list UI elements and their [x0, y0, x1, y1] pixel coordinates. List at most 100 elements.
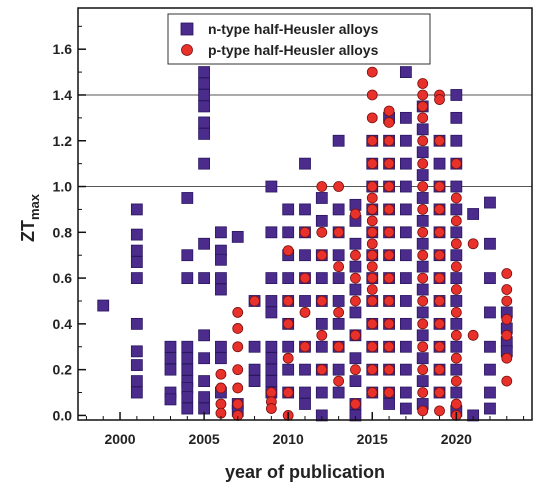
- n-type-point: [299, 249, 311, 262]
- n-type-point: [399, 272, 412, 284]
- n-type-point: [332, 272, 345, 284]
- n-type-point: [181, 352, 194, 365]
- n-type-point: [450, 249, 463, 262]
- n-type-point: [198, 100, 211, 113]
- x-tick-label: 2020: [441, 431, 472, 447]
- p-type-point: [383, 249, 395, 261]
- n-type-point: [130, 203, 143, 216]
- p-type-point: [434, 405, 445, 417]
- n-type-point: [484, 402, 496, 415]
- p-type-point: [450, 284, 462, 295]
- n-type-point: [467, 208, 480, 220]
- p-type-point: [383, 387, 395, 398]
- p-type-point: [366, 364, 378, 376]
- p-type-point: [282, 245, 294, 257]
- n-type-point: [416, 352, 429, 365]
- n-type-point: [265, 226, 278, 239]
- n-type-point: [181, 402, 194, 415]
- n-type-point: [484, 306, 496, 319]
- n-type-point: [315, 192, 328, 204]
- p-type-point: [434, 135, 445, 147]
- n-type-point: [299, 398, 311, 410]
- p-type-point: [366, 158, 378, 170]
- n-type-point: [484, 340, 496, 353]
- p-type-point: [383, 158, 395, 170]
- n-type-point: [181, 363, 194, 376]
- n-type-point: [248, 340, 261, 353]
- n-type-point: [265, 340, 278, 353]
- p-type-point: [434, 249, 445, 261]
- p-type-point: [265, 387, 277, 398]
- p-type-point: [316, 181, 328, 192]
- n-type-point: [399, 317, 412, 330]
- p-type-point: [282, 387, 294, 398]
- n-type-point: [181, 391, 194, 404]
- n-type-point: [416, 192, 429, 204]
- p-type-point: [366, 204, 378, 215]
- n-type-point: [450, 340, 463, 353]
- p-type-point: [383, 204, 395, 215]
- y-tick-label: 0.8: [53, 224, 73, 240]
- n-type-point: [164, 340, 177, 353]
- y-tick-label: 1.6: [53, 41, 73, 57]
- n-type-point: [130, 386, 143, 399]
- p-type-point: [232, 341, 244, 353]
- legend-p-type-label: p-type half-Heusler alloys: [208, 42, 379, 58]
- p-type-point: [501, 352, 513, 364]
- n-type-point: [467, 409, 480, 422]
- data-points: [97, 43, 513, 422]
- n-type-point: [215, 272, 227, 284]
- y-axis-title: ZTmax: [18, 193, 42, 242]
- p-type-point: [316, 329, 328, 341]
- n-type-point: [299, 203, 311, 216]
- p-type-point: [383, 318, 395, 330]
- p-type-point: [383, 272, 395, 284]
- p-type-point: [417, 295, 429, 307]
- p-type-point: [215, 398, 227, 410]
- n-type-point: [299, 386, 311, 399]
- p-type-point: [366, 226, 378, 238]
- n-type-point: [399, 402, 412, 415]
- p-type-point: [366, 341, 378, 353]
- reference-lines: [78, 94, 532, 188]
- p-type-point: [366, 89, 378, 101]
- y-axis-title-main: ZT: [18, 220, 38, 242]
- n-type-point: [450, 295, 463, 307]
- p-type-point: [450, 329, 462, 341]
- n-type-point: [265, 306, 278, 319]
- p-type-point: [450, 192, 462, 204]
- p-type-point: [350, 249, 361, 261]
- n-type-point: [399, 203, 412, 216]
- p-type-point: [417, 158, 429, 170]
- n-type-point: [164, 393, 177, 406]
- p-type-point: [434, 295, 445, 307]
- n-type-point: [198, 329, 211, 342]
- n-type-point: [450, 226, 463, 239]
- y-tick-label: 0.6: [53, 270, 73, 286]
- p-type-point: [366, 192, 378, 204]
- p-type-point: [417, 249, 429, 261]
- n-type-point: [215, 340, 227, 353]
- p-type-point: [417, 181, 429, 192]
- p-type-point: [383, 295, 395, 307]
- p-type-point: [450, 352, 462, 364]
- n-type-point: [399, 226, 412, 239]
- n-type-point: [315, 340, 328, 353]
- n-type-point: [399, 134, 412, 147]
- p-type-point: [316, 295, 328, 307]
- p-type-point: [417, 101, 429, 112]
- n-type-point: [198, 89, 211, 101]
- n-type-point: [450, 89, 463, 101]
- p-type-point: [434, 204, 445, 215]
- p-type-point: [434, 318, 445, 330]
- x-tick-label: 2015: [357, 431, 388, 447]
- p-type-point: [417, 405, 429, 417]
- n-type-point: [349, 409, 362, 422]
- p-type-point: [383, 341, 395, 353]
- x-tick-label: 2005: [189, 431, 220, 447]
- p-type-point: [417, 341, 429, 353]
- p-type-point: [501, 295, 513, 307]
- n-type-point: [265, 272, 278, 284]
- n-type-point: [416, 146, 429, 159]
- p-type-point: [333, 375, 345, 387]
